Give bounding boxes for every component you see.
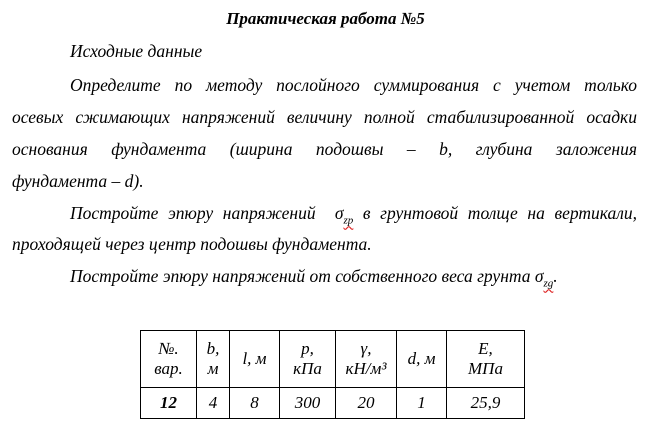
cell-b: 4 (196, 387, 230, 419)
table-row: 12 4 8 300 20 1 25,9 (140, 387, 525, 419)
paragraph-heading: Исходные данные (70, 41, 203, 61)
page-title: Практическая работа №5 (226, 9, 425, 28)
header-cell: d, м (396, 330, 447, 388)
paragraph-line: Постройте эпюру напряжений σzp в грунтов… (70, 203, 638, 227)
header-cell: b, м (196, 330, 230, 388)
sigma-zp: σzp (334, 203, 354, 227)
paragraph-line: проходящей через центр подошвы фундамент… (12, 234, 372, 254)
cell-gamma: 20 (335, 387, 397, 419)
paragraph-line: Постройте эпюру напряжений от собственно… (70, 266, 558, 290)
paragraph-line: осевых сжимающих напряжений величину пол… (12, 107, 637, 127)
cell-p: 300 (279, 387, 336, 419)
cell-l: 8 (229, 387, 280, 419)
header-cell: p, кПа (279, 330, 336, 388)
sigma-zg: σzg (534, 266, 554, 290)
cell-e: 25,9 (446, 387, 525, 419)
paragraph-line: фундамента – d). (12, 171, 144, 191)
cell-d: 1 (396, 387, 447, 419)
header-cell: E, МПа (446, 330, 525, 388)
paragraph-line: Определите по методу послойного суммиров… (70, 75, 637, 95)
header-cell: №. вар. (140, 330, 197, 388)
header-cell: γ, кН/м³ (335, 330, 397, 388)
cell-variant: 12 (140, 387, 197, 419)
paragraph-line: основания фундамента (ширина подошвы – b… (12, 139, 637, 159)
table-header-row: №. вар. b, м l, м p, кПа γ, кН/м³ d, м E, МПа (140, 330, 525, 388)
data-table: №. вар. b, м l, м p, кПа γ, кН/м³ d, м E, МПа… (140, 330, 525, 419)
header-cell: l, м (229, 330, 280, 388)
